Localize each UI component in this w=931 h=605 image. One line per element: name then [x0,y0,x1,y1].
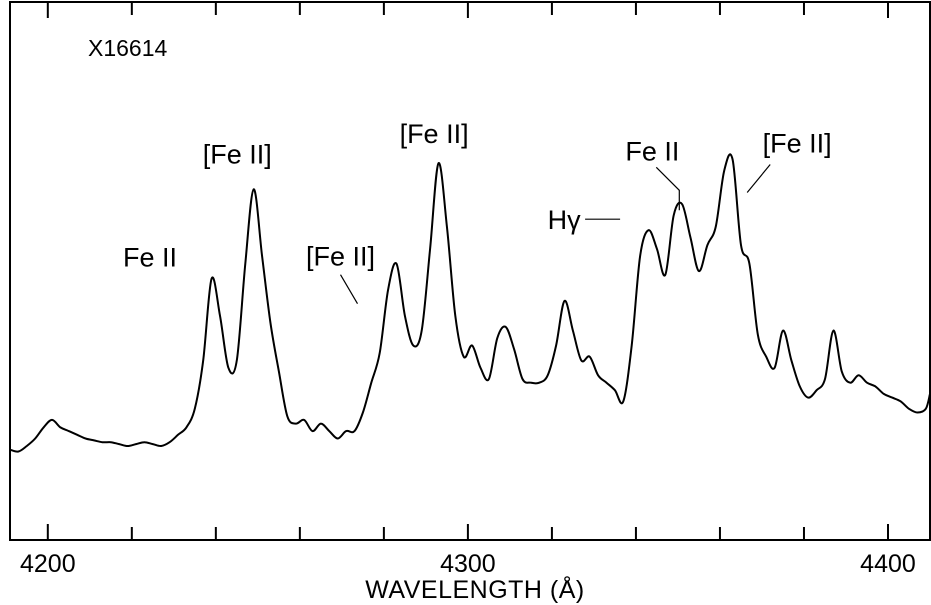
annotation-label: [Fe II] [203,139,272,169]
x-tick-label: 4400 [860,550,916,578]
plot-identifier: X16614 [88,35,168,61]
annotation: [Fe II] [400,119,469,149]
annotation-leader [746,164,771,193]
annotation: Hγ [548,205,621,235]
x-axis-tick-labels: 4200 4300 4400 [20,550,916,578]
plot-frame [9,1,931,541]
annotation-label: [Fe II] [400,119,469,149]
annotation-leader [339,274,359,305]
annotation: Fe II [123,243,177,273]
annotation: [Fe II] [306,242,375,305]
x-axis-title: WAVELENGTH (Å) [365,574,585,604]
annotation-label: Fe II [625,136,679,166]
annotation-label: [Fe II] [306,242,375,272]
annotation-leader [655,166,680,211]
annotation-label: Hγ [548,205,581,235]
x-tick-label: 4300 [440,550,496,578]
series-group [9,153,931,453]
annotation: [Fe II] [746,129,832,193]
annotations: Fe II [Fe II] [Fe II] [Fe II] Hγ Fe II [Fe II] [123,119,832,305]
annotation-label: [Fe II] [763,129,832,159]
spectrum-line [9,153,931,453]
x-tick-label: 4200 [20,550,76,578]
annotation: Fe II [625,136,680,211]
annotation: [Fe II] [203,139,272,169]
x-axis-ticks [46,2,889,540]
annotation-label: Fe II [123,243,177,273]
